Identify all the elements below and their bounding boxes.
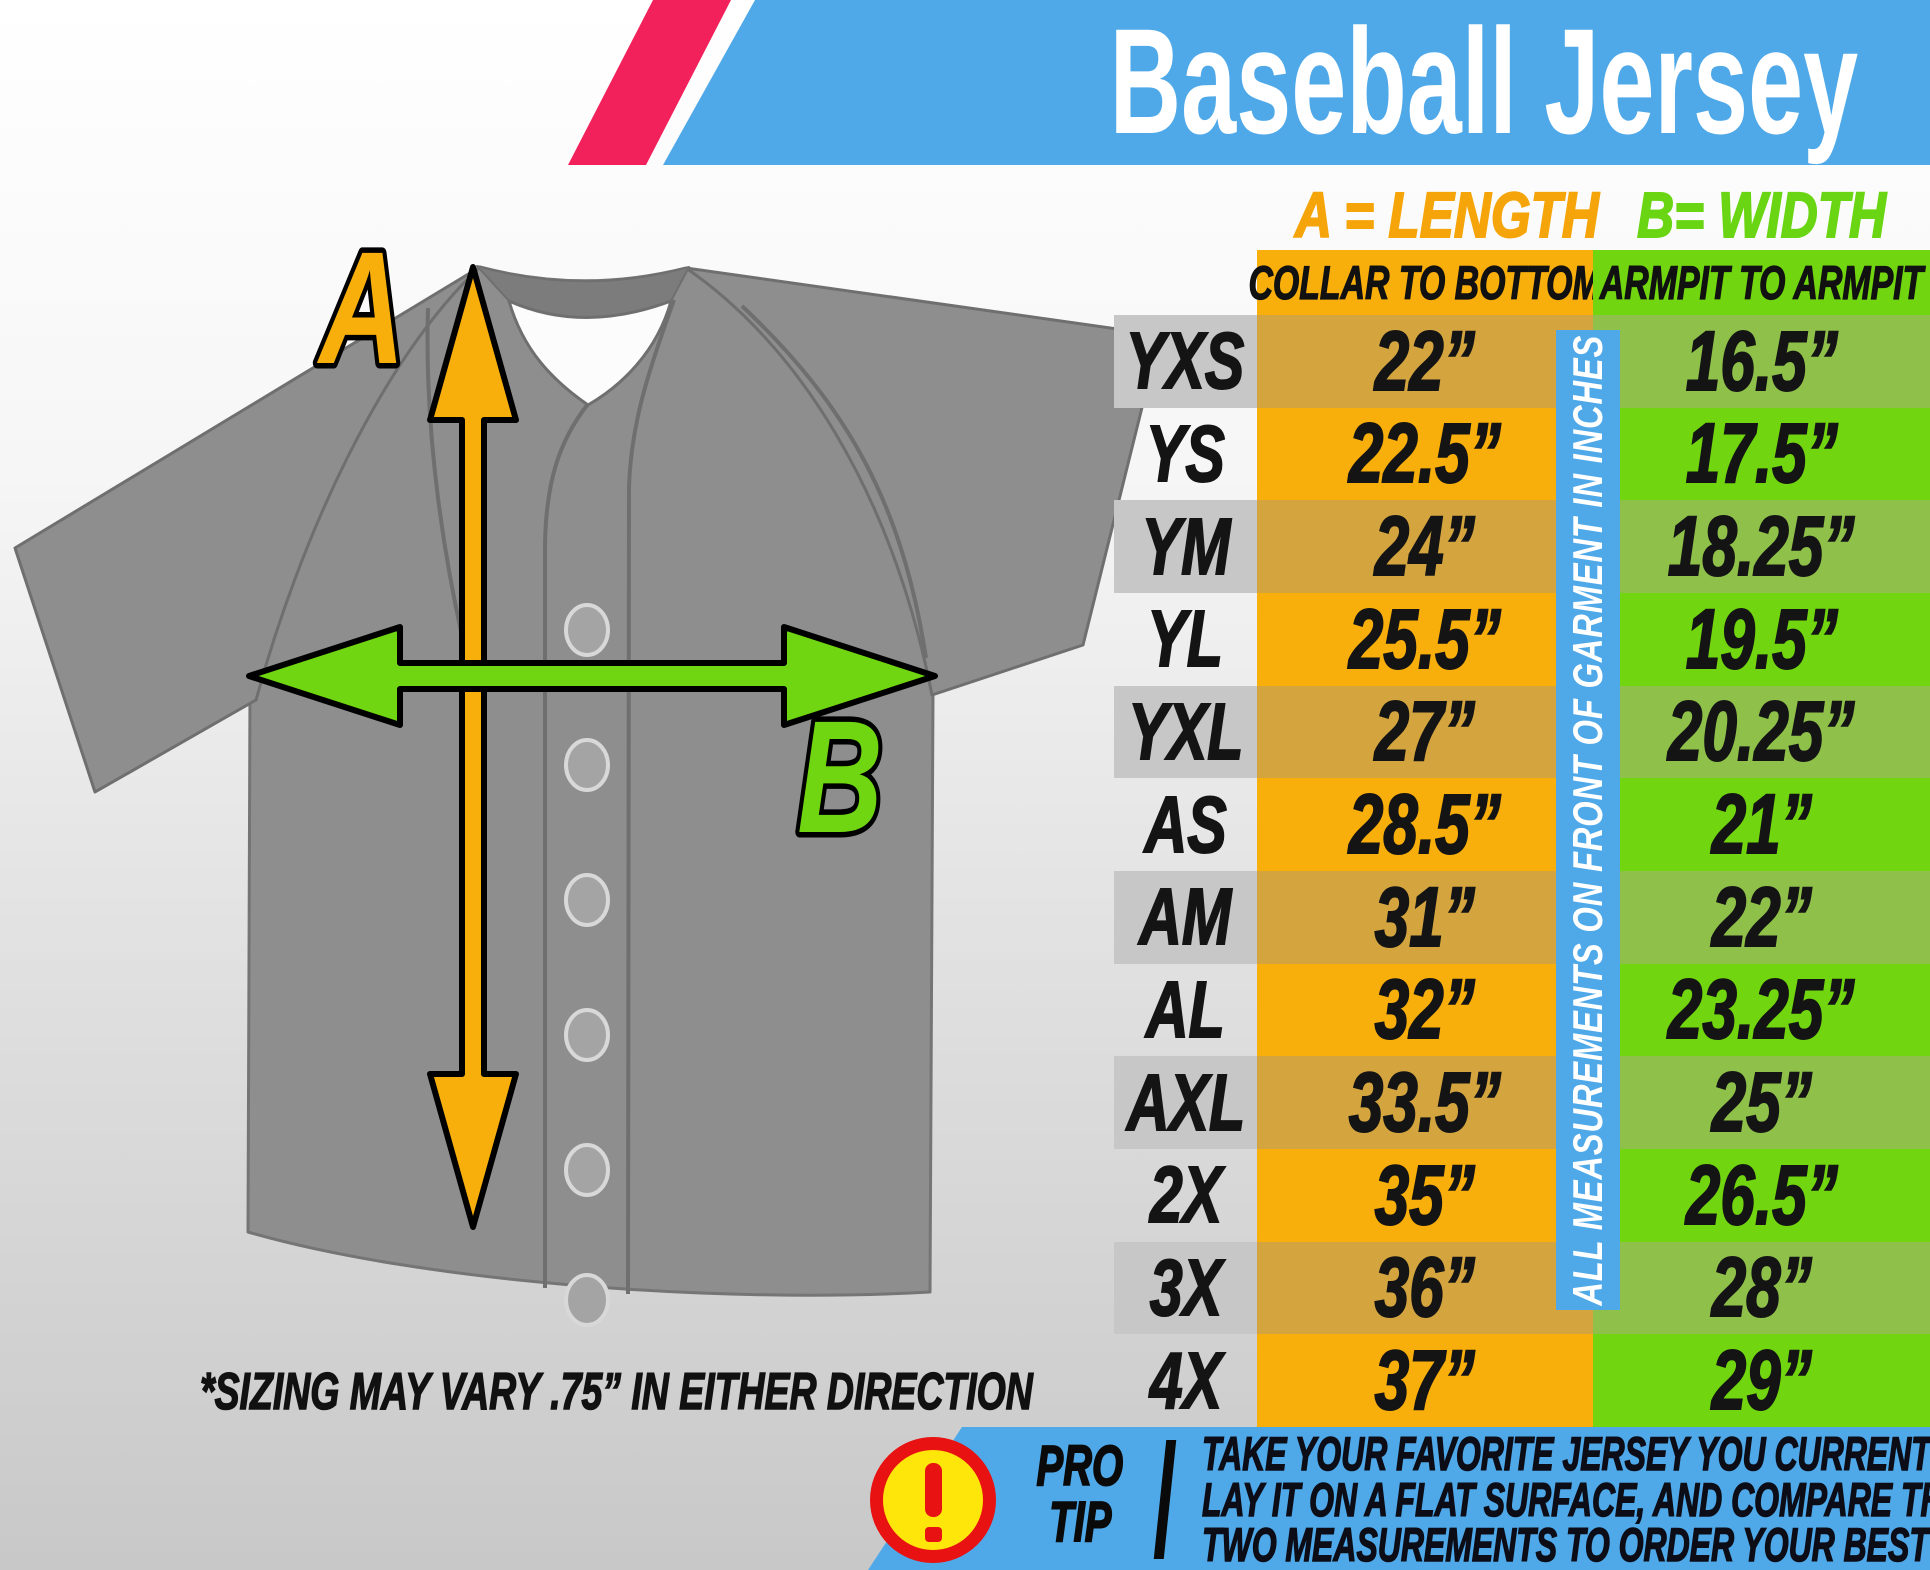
table-row: 3X 36” 28” xyxy=(1114,1239,1930,1335)
page-title: Baseball Jersey xyxy=(724,0,1858,165)
jersey-neck-opening xyxy=(507,299,673,407)
size-label: YXL xyxy=(1114,685,1257,779)
length-value: 36” xyxy=(1257,1239,1593,1335)
width-value: 22” xyxy=(1593,869,1930,965)
size-label: YS xyxy=(1145,408,1225,499)
column-header-length: COLLAR TO BOTTOM xyxy=(1248,250,1602,315)
legend-a-length: A = LENGTH xyxy=(1294,179,1599,251)
table-row: AM 31” 22” xyxy=(1114,869,1930,965)
table-row: YXS 22” 16.5” xyxy=(1114,313,1930,409)
size-label: YL xyxy=(1147,593,1224,684)
legend-b-width: B= WIDTH xyxy=(1636,179,1886,251)
size-label: 4X xyxy=(1149,1335,1223,1426)
size-label: YXS xyxy=(1114,315,1257,408)
table-row: YS 22.5” 17.5” xyxy=(1114,405,1930,501)
table-row: YM 24” 18.25” xyxy=(1114,498,1930,594)
size-label: AXL xyxy=(1114,1056,1257,1149)
table-row: 2X 35” 26.5” xyxy=(1114,1147,1930,1243)
length-value: 37” xyxy=(1257,1332,1593,1428)
column-header-width: ARMPIT TO ARMPIT xyxy=(1593,250,1930,315)
width-value: 23.25” xyxy=(1593,961,1930,1057)
width-value: 28” xyxy=(1593,1239,1930,1335)
length-value: 35” xyxy=(1257,1147,1593,1243)
width-value: 26.5” xyxy=(1593,1147,1930,1243)
table-row: AL 32” 23.25” xyxy=(1114,961,1930,1057)
length-value: 28.5” xyxy=(1257,776,1593,872)
pro-tip-band xyxy=(868,1427,1930,1570)
length-arrow xyxy=(427,264,519,1230)
jersey-left-sleeve xyxy=(13,265,482,794)
size-label: 2X xyxy=(1149,1149,1223,1240)
length-value: 25.5” xyxy=(1257,591,1593,687)
jersey-placket-left-line xyxy=(543,402,590,1288)
table-row: AS 28.5” 21” xyxy=(1114,776,1930,872)
size-label: YM xyxy=(1114,500,1257,593)
size-label: AM xyxy=(1114,870,1257,964)
width-value: 21” xyxy=(1593,776,1930,872)
length-value: 31” xyxy=(1257,869,1593,965)
table-row: 4X 37” 29” xyxy=(1114,1332,1930,1428)
width-value: 25” xyxy=(1593,1054,1930,1150)
jersey-illustration: A B xyxy=(13,214,1162,1327)
width-value: 16.5” xyxy=(1593,313,1930,409)
jersey-buttons xyxy=(564,603,610,1327)
jersey-diagram: A B xyxy=(13,214,1162,1327)
jersey-placket-right-line xyxy=(626,299,676,1295)
sizing-note: *SIZING MAY VARY .75” IN EITHER DIRECTIO… xyxy=(199,1362,1033,1422)
measurements-ribbon: ALL MEASUREMENTS ON FRONT OF GARMENT IN … xyxy=(1556,330,1620,1310)
label-b: B xyxy=(797,688,883,866)
size-label: AS xyxy=(1144,779,1228,870)
width-value: 29” xyxy=(1593,1332,1930,1428)
width-value: 20.25” xyxy=(1593,683,1930,779)
length-value: 33.5” xyxy=(1257,1054,1593,1150)
width-value: 17.5” xyxy=(1593,405,1930,501)
width-value: 18.25” xyxy=(1593,498,1930,594)
table-row: YXL 27” 20.25” xyxy=(1114,683,1930,779)
page-title-text: Baseball Jersey xyxy=(1109,0,1858,165)
exclamation-icon xyxy=(870,1437,996,1563)
jersey-right-seam xyxy=(740,304,928,659)
size-table: YXS 22” 16.5” YS 22.5” 17.5” YM 24” 18.2… xyxy=(1114,313,1930,1428)
measurements-ribbon-text: ALL MEASUREMENTS ON FRONT OF GARMENT IN … xyxy=(1564,334,1611,1306)
length-value: 22.5” xyxy=(1257,405,1593,501)
table-row: YL 25.5” 19.5” xyxy=(1114,591,1930,687)
pro-tip-text: TAKE YOUR FAVORITE JERSEY YOU CURRENTLY … xyxy=(1201,1427,1930,1570)
pro-tip-label: PRO TIP xyxy=(1036,1434,1124,1554)
length-value: 27” xyxy=(1257,683,1593,779)
table-row: AXL 33.5” 25” xyxy=(1114,1054,1930,1150)
width-value: 19.5” xyxy=(1593,591,1930,687)
exclamation-dot xyxy=(925,1527,942,1542)
width-arrow xyxy=(246,624,938,728)
size-label: 3X xyxy=(1114,1241,1257,1335)
size-label: AL xyxy=(1145,964,1225,1055)
label-a: A xyxy=(317,219,405,397)
exclamation-bar xyxy=(925,1463,942,1517)
length-value: 32” xyxy=(1257,961,1593,1057)
length-value: 22” xyxy=(1257,313,1593,409)
length-value: 24” xyxy=(1257,498,1593,594)
header-band: Baseball Jersey xyxy=(663,0,1930,165)
